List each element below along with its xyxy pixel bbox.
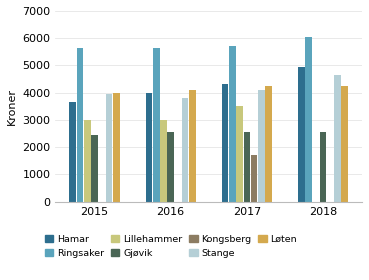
Legend: Hamar, Ringsaker, Lillehammer, Gjøvik, Kongsberg, Stange, Løten: Hamar, Ringsaker, Lillehammer, Gjøvik, K… [45,235,297,258]
Bar [160,120,167,202]
Bar [298,67,305,202]
Bar [106,94,112,202]
Bar [305,37,312,202]
Bar [244,132,250,202]
Bar [265,86,272,202]
Bar [167,132,174,202]
Bar [236,106,243,202]
Bar [84,120,90,202]
Bar [229,46,236,202]
Bar [146,93,152,202]
Bar [113,93,120,202]
Y-axis label: Kroner: Kroner [7,88,17,125]
Bar [222,85,228,202]
Bar [91,135,98,202]
Bar [153,48,159,202]
Bar [77,48,83,202]
Bar [189,90,196,202]
Bar [258,90,265,202]
Bar [69,102,76,202]
Bar [182,98,189,202]
Bar [341,86,348,202]
Bar [320,132,327,202]
Bar [251,155,258,202]
Bar [334,75,341,202]
